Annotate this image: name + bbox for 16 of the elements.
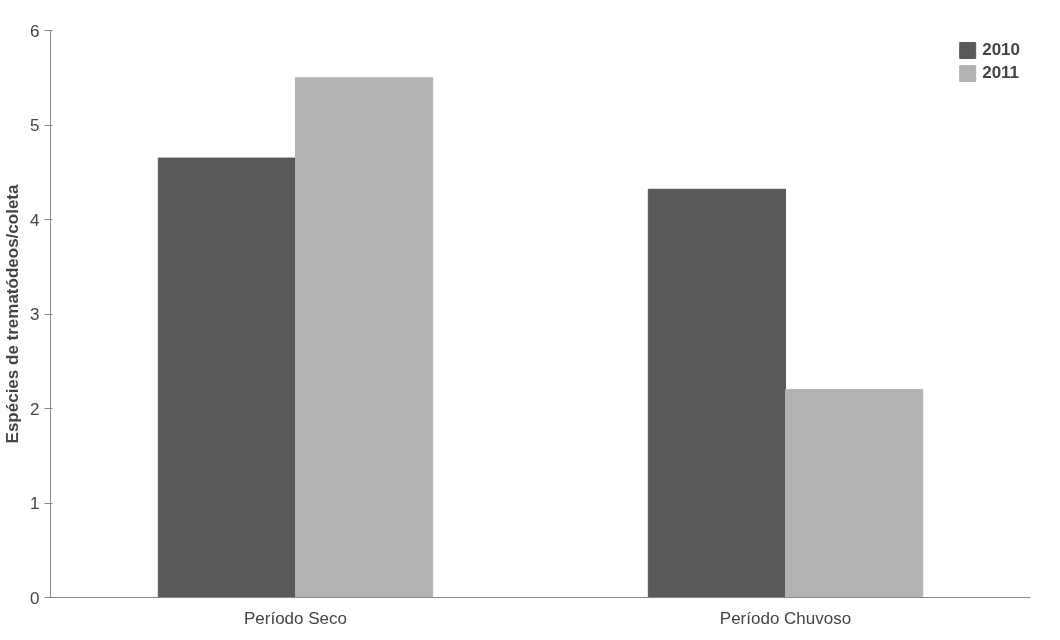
bar — [295, 77, 434, 598]
bar — [157, 157, 296, 598]
y-tick-label: 4 — [30, 210, 40, 230]
y-tick-label: 2 — [30, 399, 40, 419]
x-tick-label: Período Seco — [243, 608, 348, 628]
bar — [785, 389, 924, 598]
y-tick-label: 5 — [30, 116, 40, 135]
y-tick-label: 0 — [30, 588, 40, 608]
legend-label: 2010 — [982, 40, 1020, 60]
x-tick-label: Período Chuvoso — [719, 608, 852, 628]
y-tick-label: 3 — [30, 305, 40, 324]
y-tick-label: 1 — [30, 494, 40, 513]
legend-label: 2011 — [982, 63, 1020, 83]
y-tick-label: 6 — [30, 21, 40, 41]
y-axis-title: Espécies de trematódeos/coleta — [3, 184, 23, 444]
bar — [647, 188, 786, 598]
